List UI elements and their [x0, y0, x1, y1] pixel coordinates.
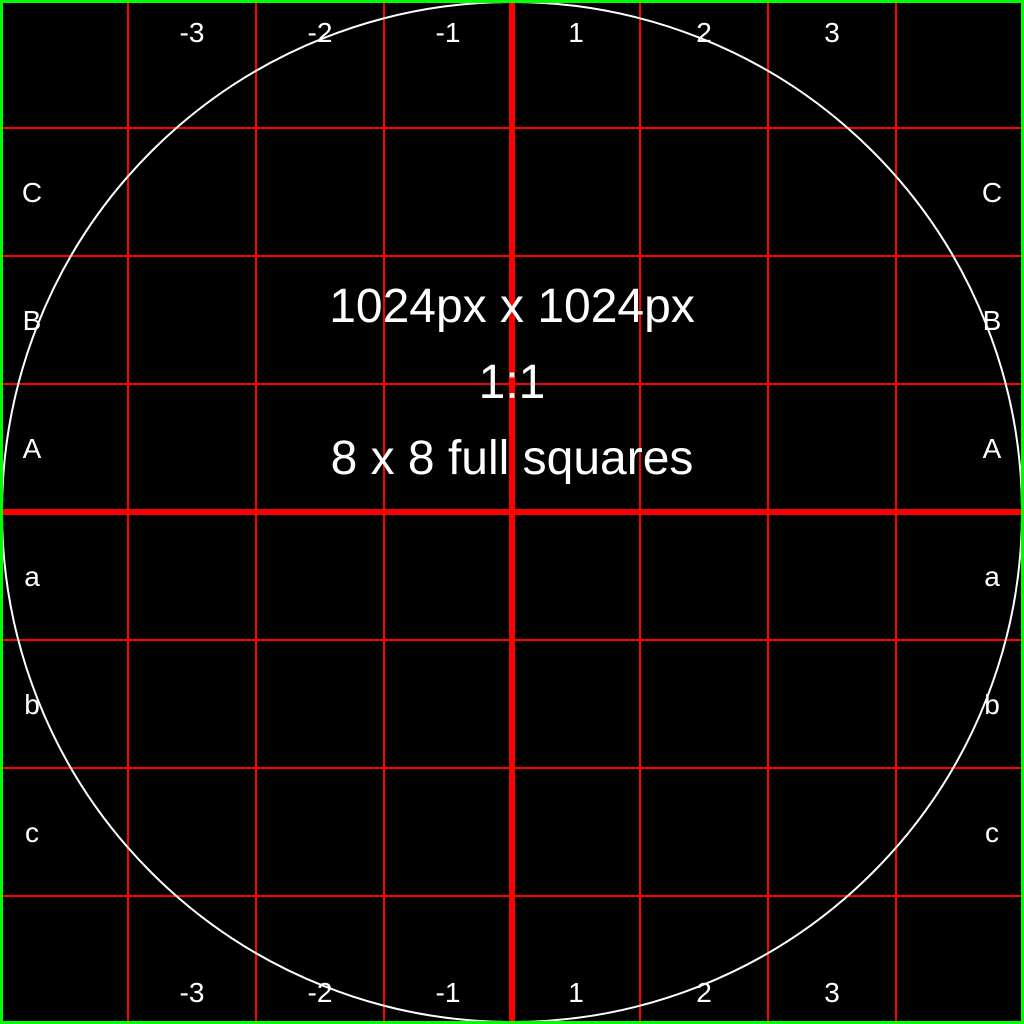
column-label: -1 — [436, 977, 461, 1008]
column-labels-bottom: -3 -2 -1 1 2 3 — [180, 977, 840, 1008]
column-labels-top: -3 -2 -1 1 2 3 — [180, 17, 840, 48]
row-label: a — [24, 561, 40, 592]
row-label: C — [22, 177, 42, 208]
column-label: -2 — [308, 977, 333, 1008]
aspect-ratio-text: 1:1 — [479, 356, 546, 409]
row-label: A — [983, 433, 1002, 464]
squares-text: 8 x 8 full squares — [331, 432, 694, 485]
column-label: 2 — [696, 977, 712, 1008]
column-label: 1 — [568, 17, 584, 48]
row-label: B — [23, 305, 42, 336]
resolution-text: 1024px x 1024px — [329, 280, 695, 333]
row-label: c — [985, 817, 999, 848]
row-labels-right: C B A a b c — [982, 177, 1002, 848]
row-label: b — [24, 689, 40, 720]
row-label: C — [982, 177, 1002, 208]
column-label: 3 — [824, 17, 840, 48]
column-label: -1 — [436, 17, 461, 48]
column-label: -3 — [180, 977, 205, 1008]
row-label: a — [984, 561, 1000, 592]
row-label: A — [23, 433, 42, 464]
row-label: b — [984, 689, 1000, 720]
column-label: 2 — [696, 17, 712, 48]
info-block: 1024px x 1024px 1:1 8 x 8 full squares — [329, 280, 695, 485]
column-label: 1 — [568, 977, 584, 1008]
column-label: -2 — [308, 17, 333, 48]
column-label: 3 — [824, 977, 840, 1008]
row-label: B — [983, 305, 1002, 336]
row-labels-left: C B A a b c — [22, 177, 42, 848]
column-label: -3 — [180, 17, 205, 48]
row-label: c — [25, 817, 39, 848]
